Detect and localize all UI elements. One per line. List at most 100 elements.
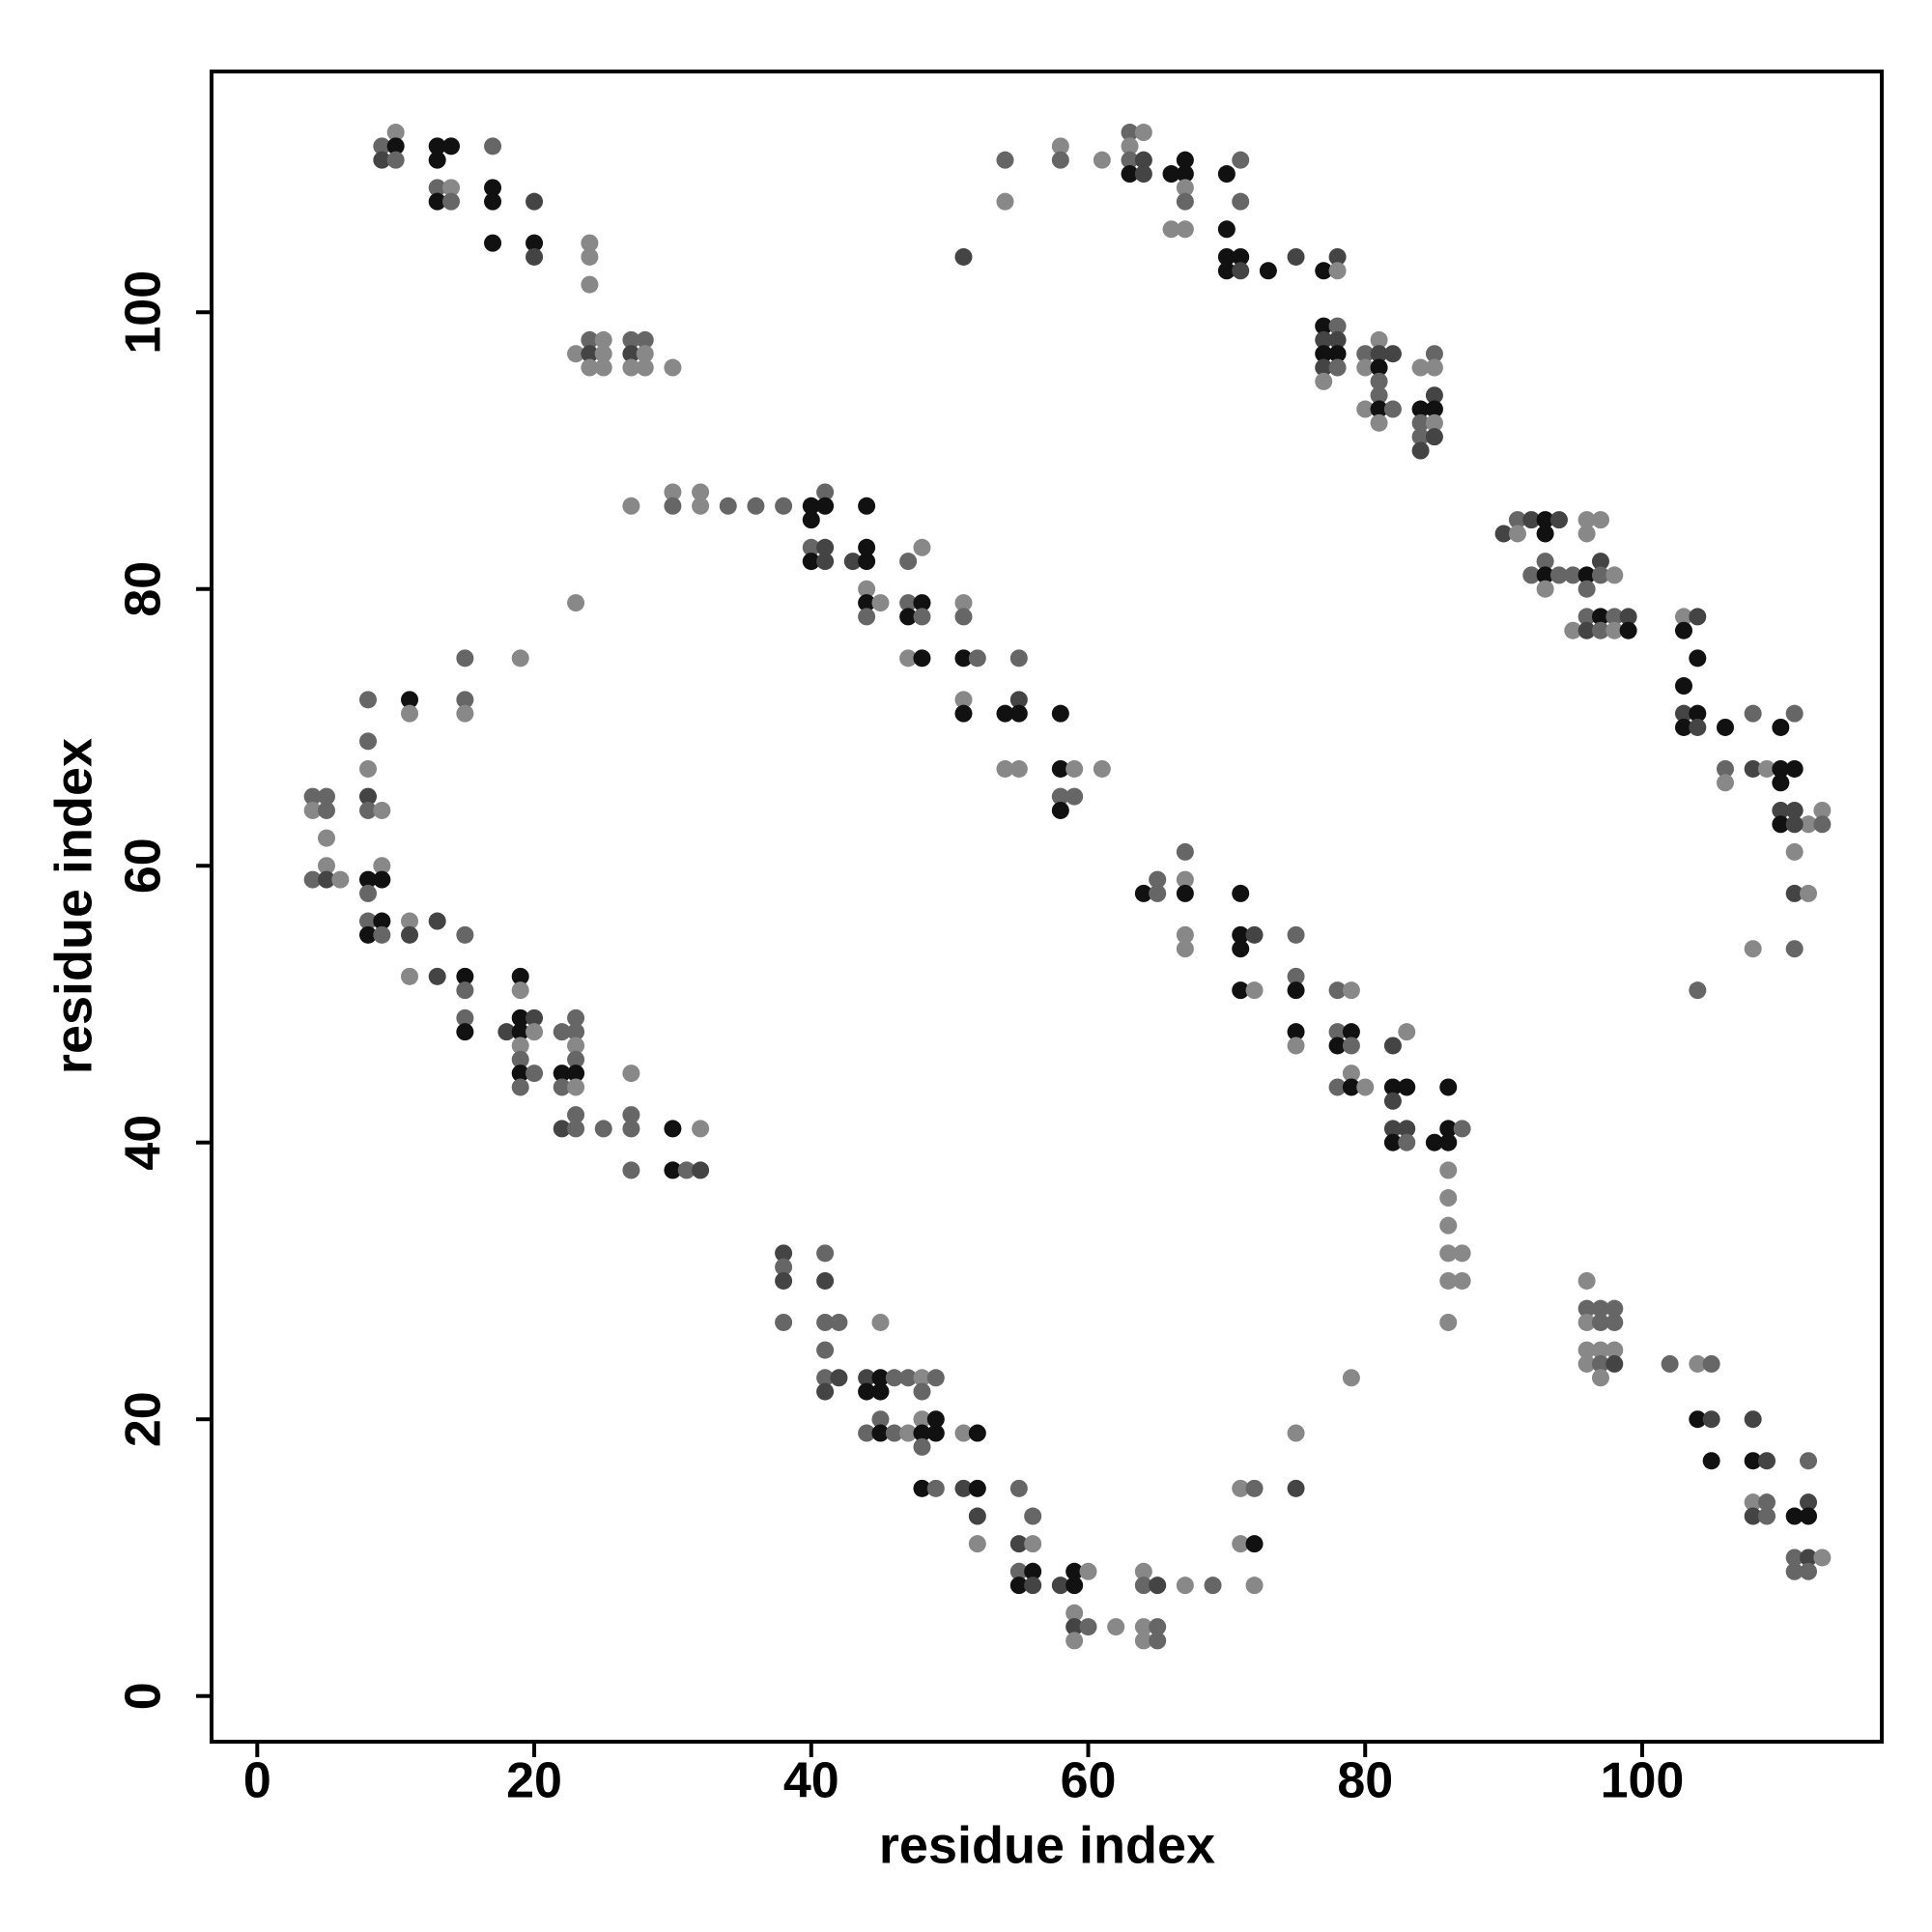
contact-point [1342,981,1360,1000]
contact-point [1453,1271,1471,1290]
contact-point [899,553,918,571]
contact-point [1577,566,1596,584]
contact-point [1328,330,1347,349]
contact-point [1425,386,1443,405]
contact-point [1702,1354,1720,1373]
contact-point [636,358,654,377]
contact-point [1356,345,1375,363]
contact-point [816,538,835,556]
contact-point [871,1424,890,1442]
contact-point [1287,247,1305,266]
contact-point [1577,608,1596,626]
contact-point [484,137,502,156]
contact-point [1065,1632,1084,1650]
contact-point [1232,247,1250,266]
contact-point [830,1313,848,1331]
contact-point [1315,330,1333,349]
contact-point [1370,358,1388,377]
contact-point [1744,1507,1762,1525]
contact-point [331,870,350,889]
contact-point [567,345,585,363]
contact-point [1564,566,1582,584]
contact-point [1134,124,1152,142]
contact-point [456,925,474,944]
contact-point [567,1078,585,1096]
contact-point [1370,413,1388,432]
contact-point [1149,884,1167,902]
contact-point [1370,400,1388,418]
contact-point [816,483,835,501]
contact-point [1577,511,1596,529]
contact-point [1398,1023,1416,1041]
contact-point [1176,940,1194,958]
contact-point [1051,787,1069,806]
contact-point [526,1023,544,1041]
contact-point [359,759,378,778]
y-tick-label: 20 [116,1391,172,1447]
contact-point [1744,759,1762,778]
contact-point [1079,1562,1097,1580]
contact-point [1661,1354,1679,1373]
contact-point [1356,400,1375,418]
contact-point [622,330,640,349]
contact-point [968,1424,986,1442]
contact-point [858,594,876,612]
contact-point [526,192,544,211]
contact-point [1287,967,1305,985]
contact-point [1605,1313,1624,1331]
contact-point [1785,801,1804,819]
contact-point [1577,580,1596,598]
contact-point [1176,165,1194,184]
contact-point [843,553,862,571]
contact-point [526,247,544,266]
contact-point [1217,247,1236,266]
contact-point [1605,1341,1624,1359]
contact-point [1245,1577,1264,1595]
contact-point [1411,400,1430,418]
contact-point [1024,1535,1042,1553]
contact-point [1439,1078,1458,1096]
contact-point [359,870,378,889]
contact-point [1287,1023,1305,1041]
contact-point [1176,870,1194,889]
contact-point [1093,151,1111,169]
contact-point [1536,580,1554,598]
contact-point [373,925,391,944]
contact-point [359,787,378,806]
contact-point [1328,1023,1347,1041]
contact-point [484,234,502,252]
contact-point [913,1410,931,1429]
contact-point [1453,1120,1471,1138]
contact-point [1328,1078,1347,1096]
contact-point [1689,704,1707,723]
plot-frame [210,70,1884,1744]
contact-point [1439,1120,1458,1138]
contact-point [1508,511,1526,529]
contact-point [830,1369,848,1387]
contact-point [456,691,474,709]
contact-point [1149,870,1167,889]
contact-point [1800,1548,1818,1567]
contact-point [871,1369,890,1387]
contact-point [1439,1313,1458,1331]
contact-point [1785,1562,1804,1580]
contact-point [1370,345,1388,363]
contact-point [401,704,419,723]
contact-point [1398,1133,1416,1151]
contact-point [816,497,835,515]
x-tick-label: 100 [1601,1753,1685,1809]
contact-point [1232,262,1250,280]
contact-point [622,1120,640,1138]
contact-point [816,553,835,571]
contact-point [1689,649,1707,668]
contact-point [1176,179,1194,197]
contact-point [1564,621,1582,639]
contact-point [899,1424,918,1442]
contact-point [317,857,335,875]
contact-point [1800,1493,1818,1512]
contact-point [1494,525,1513,543]
contact-point [497,1023,516,1041]
contact-point [511,1078,529,1096]
contact-point [968,1507,986,1525]
